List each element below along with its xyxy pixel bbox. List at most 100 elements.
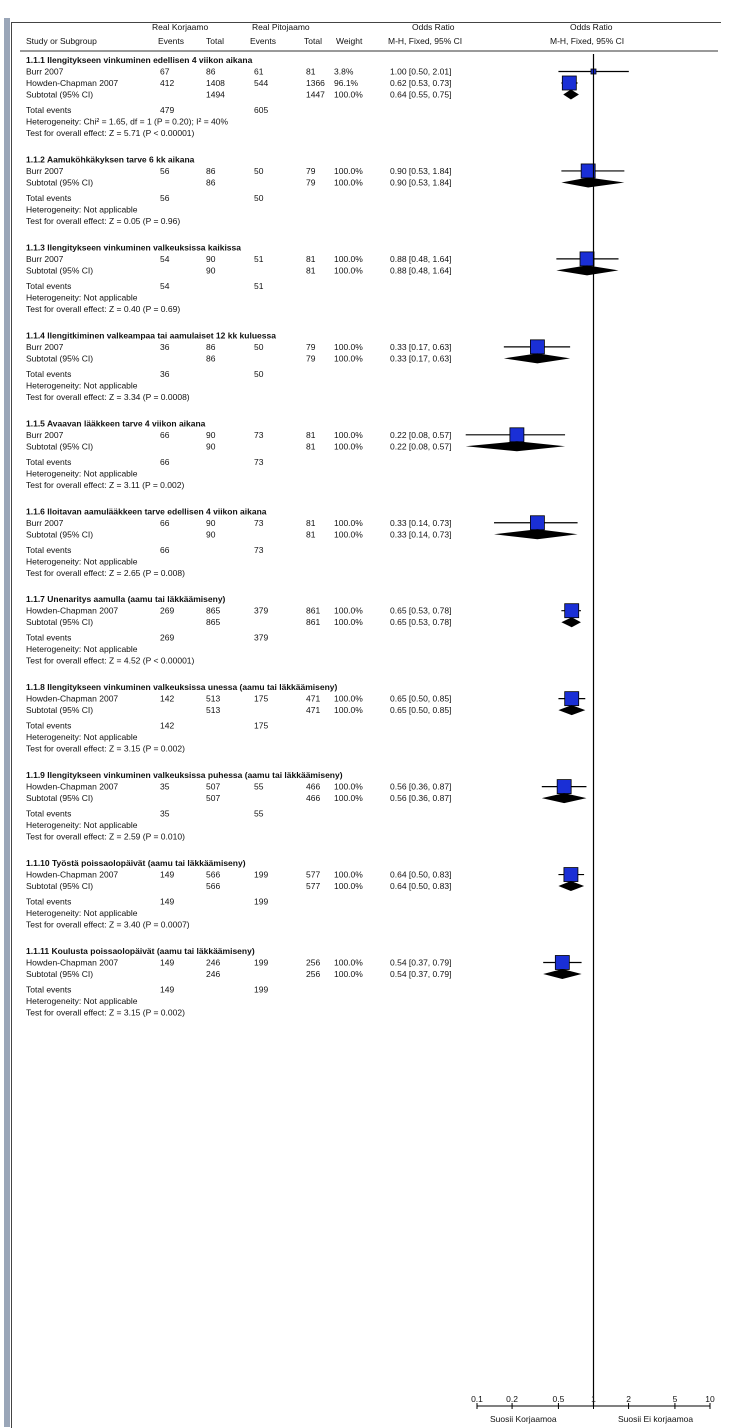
events2-cell: 73 [254, 430, 264, 440]
subtotal-label: Subtotal (95% CI) [26, 617, 93, 627]
study-name: Burr 2007 [26, 166, 64, 176]
overall-effect-text: Test for overall effect: Z = 3.15 (P = 0… [26, 744, 185, 754]
subtotal-or: 0.33 [0.17, 0.63] [390, 353, 451, 363]
subtotal-diamond [561, 617, 581, 628]
overall-effect-text: Test for overall effect: Z = 5.71 (P < 0… [26, 128, 195, 138]
events2-cell: 379 [254, 606, 268, 616]
total-events-label: Total events [26, 633, 71, 643]
total-events2: 379 [254, 633, 268, 643]
total-events2: 55 [254, 809, 264, 819]
subtotal-diamond [563, 89, 579, 100]
subgroup-title: 1.1.1 Ilengitykseen vinkuminen edellisen… [26, 55, 253, 65]
heterogeneity-text: Heterogeneity: Not applicable [26, 644, 138, 654]
subtotal-total1: 246 [206, 969, 220, 979]
or-left-title: Odds Ratio [412, 22, 455, 32]
total-events2: 199 [254, 985, 268, 995]
events1-cell: 149 [160, 958, 174, 968]
events2-cell: 199 [254, 870, 268, 880]
subtotal-total1: 1494 [206, 90, 225, 100]
subtotal-total1: 86 [206, 353, 216, 363]
or-cell: 0.22 [0.08, 0.57] [390, 430, 451, 440]
or-cell: 0.33 [0.14, 0.73] [390, 518, 451, 528]
total-events1: 66 [160, 545, 170, 555]
events2-cell: 73 [254, 518, 264, 528]
weight-cell: 100.0% [334, 430, 363, 440]
point-estimate-square [530, 515, 545, 531]
total-events-label: Total events [26, 193, 71, 203]
subtotal-label: Subtotal (95% CI) [26, 881, 93, 891]
col-total1: Total [206, 36, 224, 46]
subgroup-title: 1.1.6 Iloitavan aamulääkkeen tarve edell… [26, 506, 267, 516]
total2-cell: 79 [306, 342, 316, 352]
subtotal-diamond [558, 705, 586, 716]
total1-cell: 1408 [206, 78, 225, 88]
subgroup-title: 1.1.3 Ilengitykseen vinkuminen valkeuksi… [26, 242, 241, 252]
total-events-label: Total events [26, 897, 71, 907]
total-events1: 479 [160, 105, 174, 115]
subtotal-diamond [556, 265, 619, 276]
subtotal-or: 0.56 [0.36, 0.87] [390, 793, 451, 803]
total1-cell: 90 [206, 430, 216, 440]
overall-effect-text: Test for overall effect: Z = 2.65 (P = 0… [26, 568, 185, 578]
events2-cell: 199 [254, 958, 268, 968]
total1-cell: 513 [206, 694, 220, 704]
window-edge [4, 18, 10, 1427]
subtotal-total1: 90 [206, 441, 216, 451]
total-events1: 36 [160, 369, 170, 379]
or-cell: 0.90 [0.53, 1.84] [390, 166, 451, 176]
subgroup-title: 1.1.9 Ilengitykseen vinkuminen valkeuksi… [26, 770, 343, 780]
total-events1: 149 [160, 897, 174, 907]
weight-cell: 100.0% [334, 782, 363, 792]
col-events1: Events [158, 36, 184, 46]
overall-effect-text: Test for overall effect: Z = 3.34 (P = 0… [26, 392, 190, 402]
total1-cell: 90 [206, 518, 216, 528]
subtotal-label: Subtotal (95% CI) [26, 177, 93, 187]
subtotal-diamond [503, 353, 571, 364]
subtotal-label: Subtotal (95% CI) [26, 265, 93, 275]
events1-cell: 35 [160, 782, 170, 792]
point-estimate-square [509, 427, 525, 443]
subtotal-total2: 577 [306, 881, 320, 891]
subtotal-or: 0.54 [0.37, 0.79] [390, 969, 451, 979]
overall-effect-text: Test for overall effect: Z = 4.52 (P < 0… [26, 656, 195, 666]
total-events1: 54 [160, 281, 170, 291]
subtotal-total2: 471 [306, 705, 320, 715]
subtotal-total2: 81 [306, 441, 316, 451]
subtotal-total2: 256 [306, 969, 320, 979]
events2-cell: 544 [254, 78, 268, 88]
point-estimate-square [554, 955, 570, 970]
or-cell: 0.62 [0.53, 0.73] [390, 78, 451, 88]
heterogeneity-text: Heterogeneity: Not applicable [26, 468, 138, 478]
or-cell: 0.56 [0.36, 0.87] [390, 782, 451, 792]
events1-cell: 66 [160, 430, 170, 440]
weight-cell: 100.0% [334, 166, 363, 176]
point-estimate-square [530, 339, 545, 355]
subgroup-title: 1.1.10 Työstä poissaolopäivät (aamu tai … [26, 858, 246, 868]
events1-cell: 149 [160, 870, 174, 880]
total-events1: 149 [160, 985, 174, 995]
heterogeneity-text: Heterogeneity: Not applicable [26, 908, 138, 918]
total2-cell: 577 [306, 870, 320, 880]
col-study: Study or Subgroup [26, 36, 97, 46]
total1-cell: 86 [206, 342, 216, 352]
total-events-label: Total events [26, 809, 71, 819]
total-events-label: Total events [26, 369, 71, 379]
events2-cell: 50 [254, 166, 264, 176]
subtotal-diamond [541, 793, 587, 804]
subgroup-title: 1.1.4 Ilengitkiminen valkeampaa tai aamu… [26, 330, 276, 340]
subgroup-title: 1.1.8 Ilengitykseen vinkuminen valkeuksi… [26, 682, 338, 692]
subtotal-diamond [494, 529, 578, 540]
subtotal-total2: 861 [306, 617, 320, 627]
forest-axis: 0.1 0.2 0.5 1 2 5 10 [471, 54, 715, 1409]
subtotal-weight: 100.0% [334, 441, 363, 451]
subgroup-title: 1.1.5 Avaavan lääkkeen tarve 4 viikon ai… [26, 418, 206, 428]
total-events-label: Total events [26, 721, 71, 731]
subtotal-weight: 100.0% [334, 90, 363, 100]
subtotal-diamond [558, 881, 585, 892]
study-name: Howden-Chapman 2007 [26, 694, 118, 704]
overall-effect-text: Test for overall effect: Z = 2.59 (P = 0… [26, 832, 185, 842]
total-events-label: Total events [26, 457, 71, 467]
x-tick-label: 1 [591, 1394, 596, 1404]
subtotal-or: 0.22 [0.08, 0.57] [390, 441, 451, 451]
subtotal-weight: 100.0% [334, 617, 363, 627]
